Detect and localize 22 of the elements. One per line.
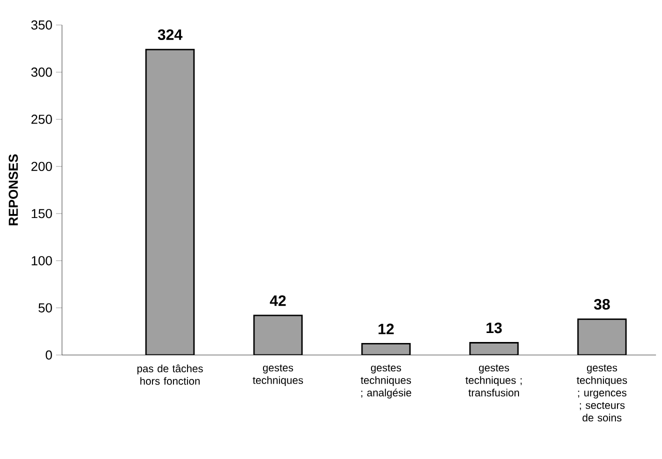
x-tick-label: gestes techniques ; urgences ; secteurs de soins xyxy=(576,364,627,422)
y-tick-label: 350 xyxy=(31,20,52,30)
y-axis-title: REPONSES xyxy=(8,154,18,226)
data-label: 42 xyxy=(270,295,286,306)
y-tick-label: 0 xyxy=(46,350,52,360)
x-tick-label: gestes techniques ; transfusion xyxy=(466,364,522,396)
y-tick-label: 250 xyxy=(31,114,52,124)
bar xyxy=(253,314,303,355)
y-tick-label: 100 xyxy=(32,256,52,266)
y-tick-label: 300 xyxy=(31,68,52,77)
bar xyxy=(145,48,195,355)
y-tick-label: 200 xyxy=(31,162,52,172)
data-label: 12 xyxy=(378,324,394,334)
data-label: 38 xyxy=(594,298,610,310)
y-tick-label: 50 xyxy=(38,303,52,312)
data-label: 324 xyxy=(158,29,182,40)
x-tick-label: gestes techniques ; analgésie xyxy=(360,364,412,398)
x-tick-label: pas de tâches hors fonction xyxy=(137,364,203,385)
data-label: 13 xyxy=(486,322,502,334)
x-tick-label: gestes techniques xyxy=(252,364,303,386)
y-tick-label: 150 xyxy=(32,208,52,218)
bar xyxy=(577,318,627,355)
